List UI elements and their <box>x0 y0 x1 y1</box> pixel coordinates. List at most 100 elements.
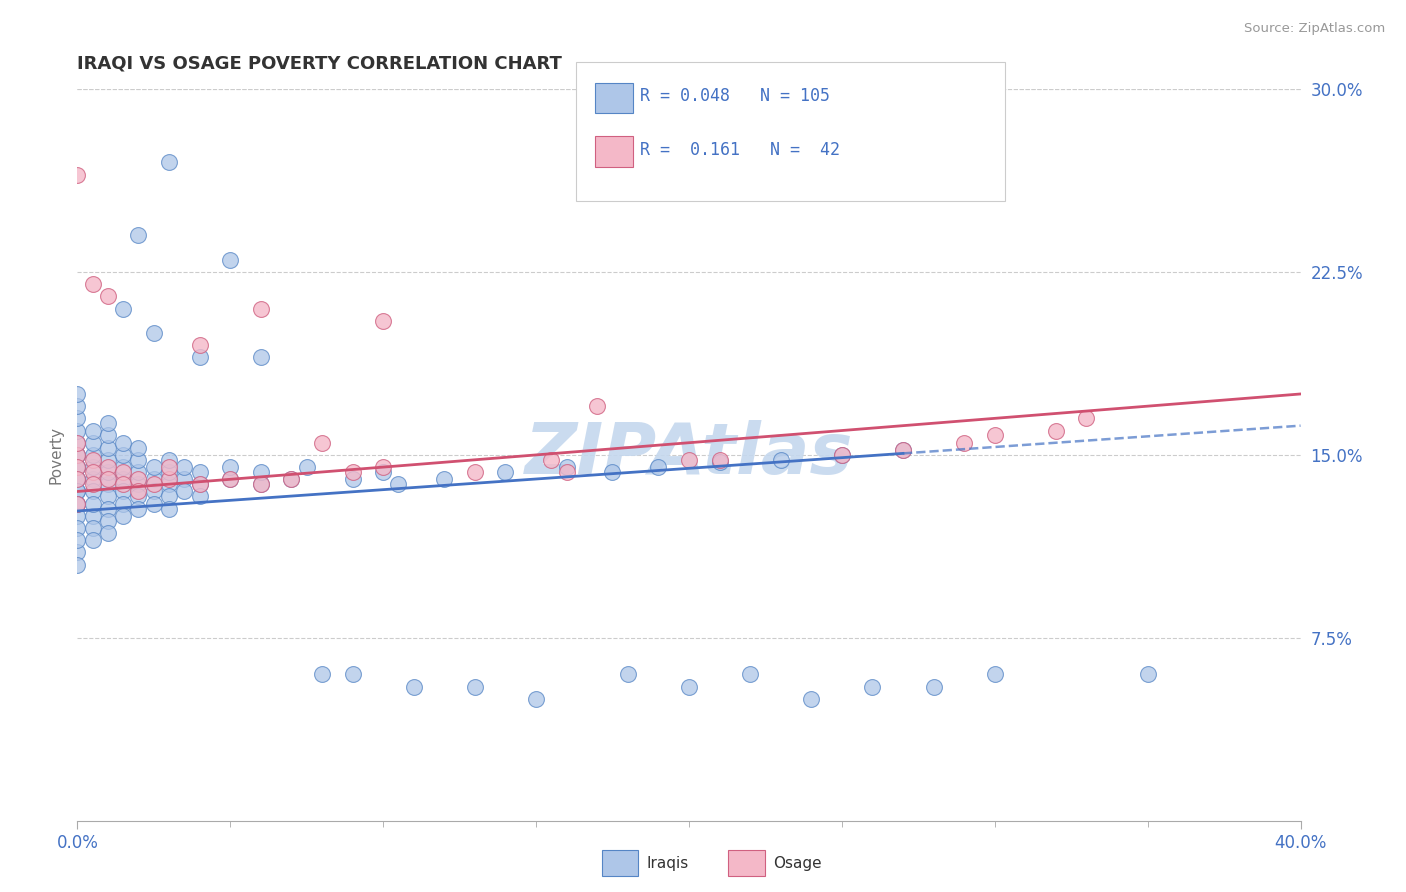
Point <box>800 691 823 706</box>
Point <box>112 460 135 475</box>
Point <box>188 489 211 503</box>
Point <box>311 667 333 681</box>
Point <box>219 472 242 486</box>
Point <box>831 448 853 462</box>
Point <box>188 465 211 479</box>
Point <box>464 680 486 694</box>
Point <box>371 465 394 479</box>
Point <box>82 460 104 475</box>
Point <box>97 465 120 479</box>
Point <box>66 558 89 572</box>
Point <box>157 460 180 475</box>
Point <box>66 497 89 511</box>
Point <box>862 680 884 694</box>
Text: ZIPAtlas: ZIPAtlas <box>524 420 853 490</box>
Point <box>157 489 180 503</box>
Point <box>647 460 669 475</box>
Point <box>953 435 976 450</box>
Point <box>82 497 104 511</box>
Point <box>127 472 149 486</box>
Point <box>97 289 120 303</box>
Point <box>66 399 89 413</box>
Point <box>188 338 211 352</box>
Point <box>295 460 318 475</box>
Point <box>555 465 578 479</box>
Point <box>97 416 120 430</box>
Point <box>142 326 165 340</box>
Point <box>831 448 853 462</box>
Point <box>97 472 120 486</box>
Point <box>112 465 135 479</box>
Point <box>1076 411 1098 425</box>
Point <box>97 460 120 475</box>
Point <box>1045 424 1067 438</box>
Point <box>188 477 211 491</box>
Point <box>66 424 89 438</box>
Point <box>66 168 89 182</box>
Point <box>127 452 149 467</box>
Point <box>311 435 333 450</box>
Point <box>112 484 135 499</box>
Point <box>127 441 149 455</box>
Point <box>66 460 89 475</box>
Point <box>66 472 89 486</box>
Point <box>66 460 89 475</box>
Point <box>66 472 89 486</box>
Point <box>371 460 394 475</box>
Point <box>66 484 89 499</box>
Point <box>66 411 89 425</box>
Point <box>127 465 149 479</box>
Point <box>97 441 120 455</box>
Point <box>66 448 89 462</box>
Point <box>342 465 364 479</box>
Point <box>188 351 211 365</box>
Point <box>678 680 700 694</box>
Point <box>127 489 149 503</box>
Point <box>127 501 149 516</box>
Point <box>586 399 609 413</box>
Point <box>97 525 120 540</box>
Point <box>127 228 149 243</box>
Point <box>157 155 180 169</box>
Point <box>250 465 273 479</box>
Point <box>495 465 517 479</box>
Point <box>219 472 242 486</box>
Point <box>250 477 273 491</box>
Y-axis label: Poverty: Poverty <box>48 425 63 484</box>
Point <box>66 521 89 535</box>
Point <box>66 448 89 462</box>
Point <box>922 680 945 694</box>
Point <box>82 533 104 548</box>
Point <box>112 497 135 511</box>
Point <box>97 428 120 442</box>
Point <box>219 252 242 267</box>
Point <box>82 448 104 462</box>
Point <box>219 460 242 475</box>
Point <box>602 465 624 479</box>
Point <box>371 314 394 328</box>
Point <box>66 472 89 486</box>
Point <box>97 452 120 467</box>
Point <box>250 477 273 491</box>
Point <box>402 680 425 694</box>
Point <box>82 424 104 438</box>
Point <box>66 435 89 450</box>
Point <box>66 497 89 511</box>
Point <box>188 477 211 491</box>
Text: IRAQI VS OSAGE POVERTY CORRELATION CHART: IRAQI VS OSAGE POVERTY CORRELATION CHART <box>77 54 562 72</box>
Point <box>984 428 1007 442</box>
Point <box>555 460 578 475</box>
Point <box>342 667 364 681</box>
Point <box>142 460 165 475</box>
Point <box>157 501 180 516</box>
Point <box>250 301 273 316</box>
Point <box>97 489 120 503</box>
Point <box>112 472 135 486</box>
Point <box>280 472 302 486</box>
Text: Source: ZipAtlas.com: Source: ZipAtlas.com <box>1244 22 1385 36</box>
Point <box>66 448 89 462</box>
Point <box>66 387 89 401</box>
Point <box>66 497 89 511</box>
Point <box>709 455 731 469</box>
Point <box>97 477 120 491</box>
